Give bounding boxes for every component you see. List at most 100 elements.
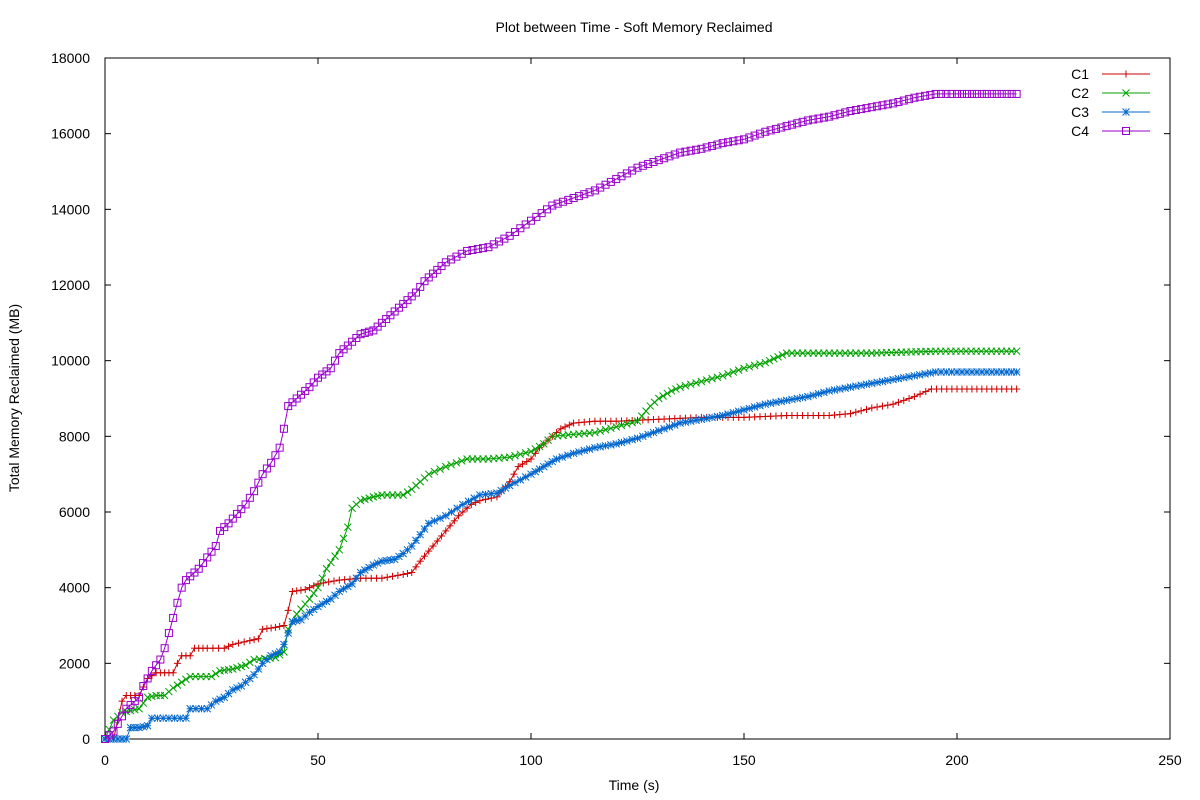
data-point — [724, 370, 732, 378]
data-point — [873, 403, 881, 411]
marker-stroke — [516, 450, 525, 459]
data-point — [708, 374, 716, 383]
marker-stroke — [203, 553, 212, 562]
data-point — [356, 496, 365, 505]
marker-stroke — [339, 534, 348, 543]
data-point — [947, 89, 956, 98]
marker-stroke — [899, 96, 908, 105]
data-point — [607, 424, 615, 433]
y-axis-label: Total Memory Reclaimed (MB) — [6, 304, 22, 492]
data-point — [356, 330, 365, 339]
marker-stroke — [798, 117, 807, 126]
data-point — [254, 665, 263, 673]
marker-stroke — [638, 161, 647, 170]
data-point — [857, 407, 865, 415]
data-point — [697, 415, 706, 424]
marker-stroke — [809, 391, 818, 400]
marker-stroke — [365, 327, 374, 336]
marker-stroke — [729, 368, 738, 376]
data-point — [835, 109, 844, 118]
marker-stroke — [1012, 368, 1021, 376]
data-point — [495, 237, 504, 246]
marker-stroke — [889, 375, 897, 384]
data-point — [309, 589, 318, 598]
data-point — [676, 383, 684, 392]
data-point — [139, 682, 148, 691]
marker-stroke — [676, 383, 684, 392]
marker-stroke — [527, 447, 535, 456]
marker-stroke — [479, 244, 488, 253]
marker-stroke — [734, 407, 743, 416]
marker-stroke — [564, 195, 573, 204]
marker-stroke — [169, 684, 178, 692]
data-point — [899, 373, 908, 382]
marker-stroke — [207, 547, 216, 556]
marker-stroke — [335, 545, 344, 554]
data-point — [301, 586, 309, 594]
data-point — [633, 163, 642, 172]
data-point — [326, 364, 335, 373]
marker-stroke — [857, 381, 866, 390]
data-point — [436, 514, 444, 523]
data-point — [889, 99, 898, 108]
data-point — [241, 678, 250, 687]
marker-stroke — [987, 89, 996, 98]
data-point — [250, 487, 259, 496]
data-point — [814, 389, 823, 398]
marker-stroke — [531, 445, 540, 453]
data-point — [665, 423, 674, 431]
marker-stroke — [1007, 89, 1016, 98]
data-point — [177, 678, 186, 687]
marker-stroke — [569, 449, 578, 458]
marker-stroke — [452, 252, 461, 261]
marker-stroke — [708, 141, 717, 150]
marker-stroke — [660, 154, 669, 163]
marker-stroke — [793, 119, 802, 128]
marker-stroke — [211, 669, 220, 678]
data-point — [331, 356, 340, 365]
marker-stroke — [275, 443, 284, 452]
data-point — [596, 183, 605, 192]
legend-entry: C3 — [1071, 104, 1150, 120]
data-point — [186, 652, 194, 660]
data-point — [774, 353, 782, 361]
data-point — [814, 114, 823, 123]
marker-stroke — [173, 681, 182, 689]
marker-stroke — [947, 89, 956, 98]
marker-stroke — [245, 658, 254, 667]
marker-stroke — [535, 442, 544, 451]
marker-stroke — [585, 429, 594, 437]
data-point — [455, 512, 463, 520]
data-point — [868, 404, 876, 412]
marker-stroke — [447, 460, 455, 469]
marker-stroke — [740, 364, 748, 373]
data-point — [228, 665, 237, 673]
marker-stroke — [305, 608, 314, 617]
marker-stroke — [113, 719, 122, 728]
legend-entry: C1 — [1071, 66, 1150, 82]
data-point — [211, 542, 220, 551]
data-point — [254, 478, 263, 487]
marker-stroke — [774, 353, 782, 361]
data-point — [225, 642, 233, 650]
data-point — [309, 378, 318, 387]
data-point — [186, 704, 195, 713]
data-point — [809, 391, 818, 400]
data-point — [288, 587, 296, 595]
data-point — [931, 89, 940, 98]
data-point — [702, 376, 711, 384]
marker-stroke — [177, 583, 186, 592]
marker-stroke — [484, 455, 493, 463]
marker-stroke — [787, 120, 796, 129]
data-point — [240, 638, 248, 646]
marker-stroke — [233, 509, 242, 518]
marker-stroke — [495, 237, 504, 246]
data-point — [360, 328, 369, 337]
marker-stroke — [622, 420, 631, 428]
marker-stroke — [740, 405, 748, 414]
data-point — [416, 530, 425, 539]
data-point — [511, 478, 519, 487]
marker-stroke — [233, 663, 241, 672]
marker-stroke — [835, 385, 844, 393]
marker-stroke — [814, 389, 823, 398]
